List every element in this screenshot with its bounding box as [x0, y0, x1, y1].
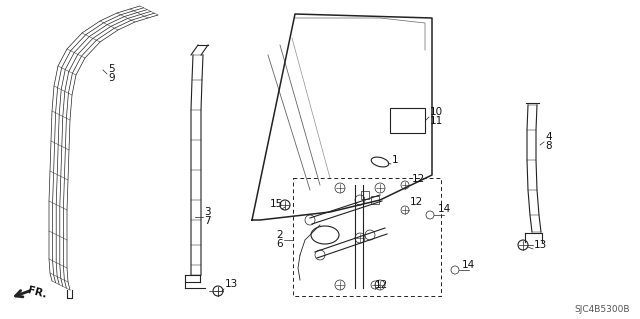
Bar [361, 191, 369, 199]
Text: 11: 11 [430, 116, 444, 126]
Text: 8: 8 [545, 141, 552, 151]
Text: 7: 7 [204, 216, 211, 226]
Text: 9: 9 [108, 73, 115, 83]
Text: 14: 14 [438, 204, 451, 214]
Text: SJC4B5300B: SJC4B5300B [575, 305, 630, 314]
Bar [293, 178, 441, 296]
Text: 2: 2 [276, 230, 283, 240]
Bar [371, 196, 379, 204]
Text: 5: 5 [108, 64, 115, 74]
Text: 12: 12 [375, 280, 388, 290]
Text: 12: 12 [412, 174, 425, 184]
Text: 10: 10 [430, 107, 443, 117]
Text: 13: 13 [534, 240, 547, 250]
Text: 6: 6 [276, 239, 283, 249]
Text: 13: 13 [225, 279, 238, 289]
Text: 4: 4 [545, 132, 552, 142]
Bar [390, 108, 425, 133]
Text: 1: 1 [392, 155, 399, 165]
Text: 12: 12 [410, 197, 423, 207]
Text: 14: 14 [462, 260, 476, 270]
Text: 3: 3 [204, 207, 211, 217]
Text: FR.: FR. [26, 286, 47, 300]
Text: 15: 15 [270, 199, 284, 209]
